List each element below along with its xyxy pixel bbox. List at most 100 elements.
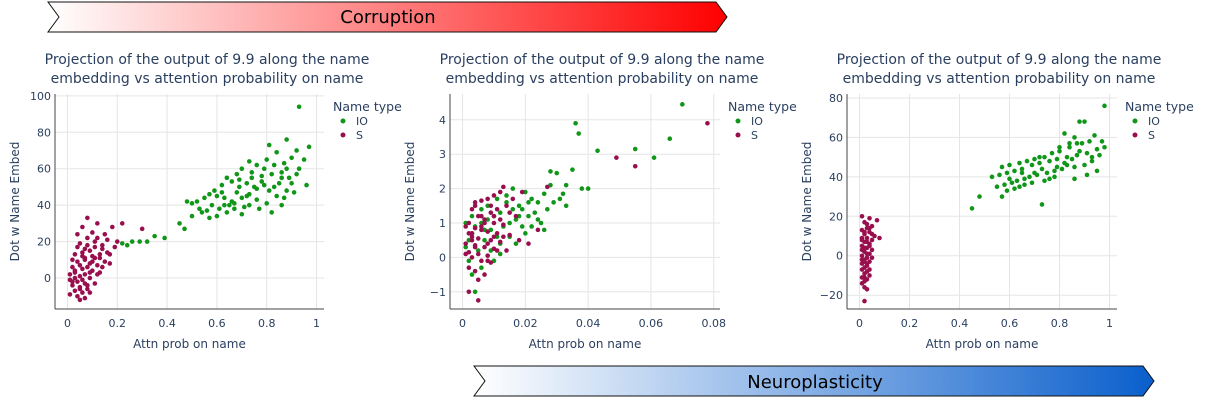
- chart-title-line: Projection of the output of 9.9 along th…: [837, 52, 1162, 68]
- data-points: [463, 102, 710, 303]
- y-tick-label: 0: [44, 272, 51, 285]
- point-s: [485, 241, 490, 246]
- point-s: [100, 246, 105, 252]
- point-io: [1072, 135, 1077, 140]
- point-io: [1042, 154, 1047, 160]
- point-s: [510, 196, 516, 202]
- point-s: [77, 241, 83, 246]
- point-io: [137, 239, 142, 244]
- y-tick-label: 20: [829, 210, 843, 223]
- point-io: [1057, 144, 1062, 150]
- point-io: [1037, 160, 1042, 166]
- point-io: [184, 199, 190, 204]
- point-io: [214, 193, 220, 199]
- point-io: [207, 191, 212, 197]
- y-tick-label: 1: [439, 217, 446, 230]
- point-s: [874, 217, 880, 223]
- point-io: [1099, 139, 1105, 144]
- point-io: [1074, 152, 1080, 158]
- point-io: [651, 155, 657, 160]
- point-s: [466, 265, 472, 271]
- point-io: [997, 172, 1002, 178]
- point-s: [869, 247, 875, 253]
- point-io: [479, 265, 484, 271]
- x-tick-label: 0.02: [513, 317, 538, 330]
- point-io: [1077, 148, 1082, 154]
- point-s: [488, 203, 494, 209]
- point-s: [75, 279, 80, 284]
- point-s: [109, 224, 115, 230]
- point-io: [1087, 139, 1092, 144]
- point-io: [1042, 178, 1047, 184]
- point-s: [70, 283, 75, 288]
- point-io: [129, 239, 135, 244]
- point-s: [859, 235, 865, 241]
- point-io: [541, 191, 547, 197]
- point-io: [224, 210, 230, 215]
- point-s: [85, 215, 90, 221]
- point-s: [472, 203, 478, 209]
- point-io: [219, 190, 225, 195]
- point-s: [862, 229, 867, 235]
- point-io: [526, 213, 531, 219]
- point-s: [864, 261, 870, 266]
- point-io: [239, 166, 245, 172]
- point-io: [1074, 141, 1080, 146]
- point-io: [541, 227, 547, 233]
- point-io: [472, 289, 478, 295]
- legend-label-io: IO: [751, 115, 763, 128]
- point-s: [102, 231, 108, 237]
- point-s: [92, 244, 98, 250]
- point-io: [1032, 156, 1037, 162]
- point-s: [82, 295, 88, 301]
- legend-label-io: IO: [356, 115, 368, 128]
- point-io: [563, 203, 569, 209]
- scatter-chart-1: Projection of the output of 9.9 along th…: [8, 52, 402, 351]
- point-io: [1082, 162, 1087, 168]
- point-io: [1027, 174, 1032, 180]
- chart-title-line: embedding vs attention probability on na…: [446, 71, 759, 87]
- point-s: [77, 286, 83, 292]
- point-io: [548, 169, 553, 174]
- point-io: [281, 160, 287, 166]
- legend-marker-io: [340, 118, 346, 124]
- point-io: [284, 188, 289, 193]
- point-io: [1022, 176, 1027, 182]
- point-io: [1054, 164, 1060, 170]
- point-io: [977, 194, 982, 199]
- point-io: [494, 196, 500, 202]
- point-s: [90, 230, 95, 235]
- y-axis-label: Dot w Name Embed: [800, 142, 814, 262]
- point-io: [479, 206, 484, 212]
- point-s: [491, 193, 497, 198]
- point-s: [75, 244, 80, 250]
- point-io: [463, 244, 468, 250]
- point-io: [1064, 154, 1070, 160]
- y-tick-label: −20: [820, 289, 843, 302]
- point-io: [1084, 150, 1090, 156]
- point-io: [1019, 170, 1025, 176]
- point-s: [472, 200, 478, 205]
- point-io: [124, 242, 130, 248]
- corruption-label: Corruption: [340, 7, 435, 28]
- point-io: [269, 210, 274, 215]
- point-s: [507, 232, 512, 238]
- point-io: [1032, 170, 1037, 176]
- point-s: [469, 255, 475, 260]
- point-io: [276, 180, 282, 186]
- point-s: [485, 196, 490, 202]
- point-io: [560, 191, 566, 197]
- point-s: [479, 224, 484, 229]
- point-s: [535, 227, 541, 233]
- point-io: [510, 186, 516, 191]
- point-io: [259, 173, 265, 179]
- point-s: [859, 281, 865, 286]
- point-s: [864, 235, 870, 241]
- point-s: [859, 267, 865, 272]
- point-io: [266, 188, 272, 193]
- y-tick-label: 4: [439, 114, 446, 127]
- point-io: [271, 162, 277, 168]
- point-io: [246, 202, 252, 208]
- point-io: [1062, 131, 1067, 136]
- point-io: [152, 233, 157, 239]
